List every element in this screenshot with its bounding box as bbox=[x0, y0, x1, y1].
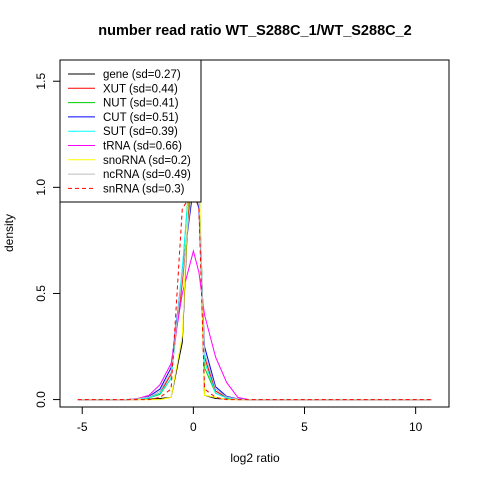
x-tick-label: 0 bbox=[190, 420, 197, 434]
x-tick-label: 10 bbox=[409, 420, 423, 434]
legend-label-1: XUT (sd=0.44) bbox=[103, 83, 178, 95]
y-tick-label: 0.0 bbox=[34, 391, 48, 408]
series-line-5 bbox=[77, 249, 432, 401]
x-tick-label: 5 bbox=[301, 420, 308, 434]
legend-label-0: gene (sd=0.27) bbox=[103, 69, 181, 81]
legend-label-4: SUT (sd=0.39) bbox=[103, 126, 178, 138]
series-line-3 bbox=[77, 187, 432, 401]
x-axis-label: log2 ratio bbox=[230, 451, 280, 465]
x-tick-label: -5 bbox=[77, 420, 88, 434]
series-line-8 bbox=[77, 190, 432, 401]
legend-label-3: CUT (sd=0.51) bbox=[103, 112, 179, 124]
legend: gene (sd=0.27) XUT (sd=0.44) NUT (sd=0.41)… bbox=[59, 59, 202, 203]
chart-title: number read ratio WT_S288C_1/WT_S288C_2 bbox=[98, 23, 411, 39]
y-axis: 0.0 0.5 1.0 1.5 bbox=[34, 73, 60, 408]
legend-label-8: snRNA (sd=0.3) bbox=[103, 183, 185, 195]
y-axis-label: density bbox=[2, 214, 16, 252]
y-tick-label: 0.5 bbox=[34, 285, 48, 302]
legend-label-7: ncRNA (sd=0.49) bbox=[103, 169, 191, 181]
legend-label-6: snoRNA (sd=0.2) bbox=[103, 155, 191, 167]
x-axis: -5 0 5 10 bbox=[77, 406, 423, 434]
series-line-7 bbox=[77, 176, 432, 401]
y-tick-label: 1.5 bbox=[34, 73, 48, 90]
legend-label-2: NUT (sd=0.41) bbox=[103, 98, 179, 110]
y-tick-label: 1.0 bbox=[34, 179, 48, 196]
legend-label-5: tRNA (sd=0.66) bbox=[103, 141, 182, 153]
